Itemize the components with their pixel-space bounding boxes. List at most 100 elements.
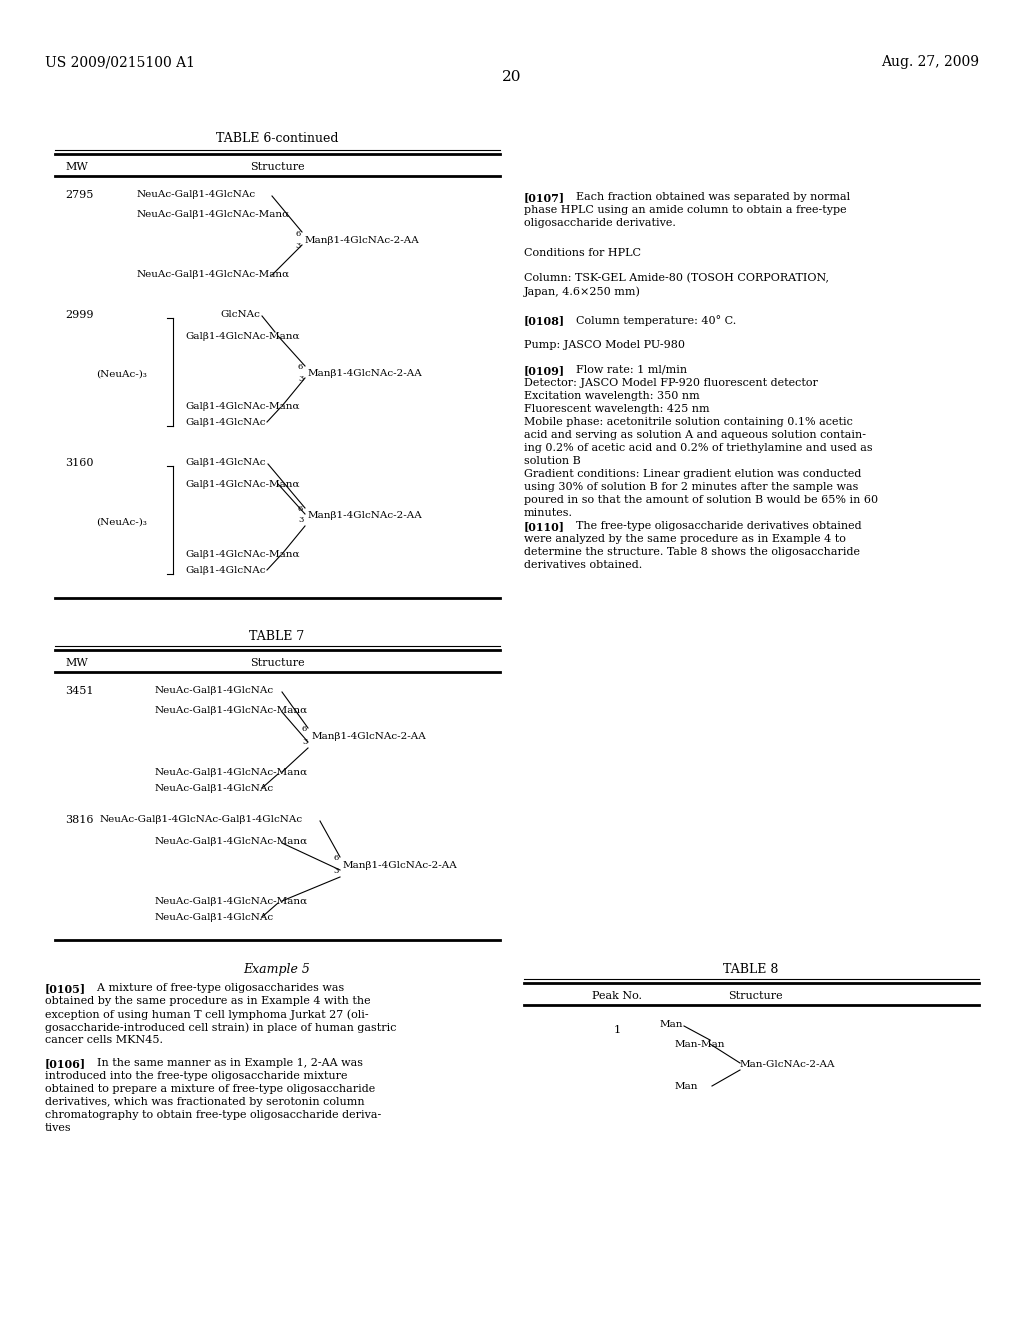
- Text: [0109]: [0109]: [524, 366, 565, 376]
- Text: 6: 6: [298, 506, 303, 513]
- Text: 6: 6: [295, 230, 300, 238]
- Text: NeuAc-Galβ1-4GlcNAc: NeuAc-Galβ1-4GlcNAc: [155, 686, 274, 696]
- Text: MW: MW: [65, 657, 88, 668]
- Text: Manβ1-4GlcNAc-2-AA: Manβ1-4GlcNAc-2-AA: [308, 370, 423, 378]
- Text: TABLE 8: TABLE 8: [723, 964, 778, 975]
- Text: Man-Man: Man-Man: [675, 1040, 725, 1049]
- Text: 1: 1: [613, 1026, 621, 1035]
- Text: solution B: solution B: [524, 455, 581, 466]
- Text: TABLE 7: TABLE 7: [250, 630, 304, 643]
- Text: MW: MW: [65, 162, 88, 172]
- Text: Galβ1-4GlcNAc-Manα: Galβ1-4GlcNAc-Manα: [185, 333, 299, 341]
- Text: phase HPLC using an amide column to obtain a free-type: phase HPLC using an amide column to obta…: [524, 205, 847, 215]
- Text: 3: 3: [302, 738, 307, 746]
- Text: obtained by the same procedure as in Example 4 with the: obtained by the same procedure as in Exa…: [45, 997, 371, 1006]
- Text: tives: tives: [45, 1123, 72, 1133]
- Text: NeuAc-Galβ1-4GlcNAc-Manα: NeuAc-Galβ1-4GlcNAc-Manα: [155, 706, 308, 715]
- Text: derivatives obtained.: derivatives obtained.: [524, 560, 642, 570]
- Text: (NeuAc-)₃: (NeuAc-)₃: [96, 370, 146, 379]
- Text: oligosaccharide derivative.: oligosaccharide derivative.: [524, 218, 676, 228]
- Text: Column: TSK-GEL Amide-80 (TOSOH CORPORATION,: Column: TSK-GEL Amide-80 (TOSOH CORPORAT…: [524, 273, 829, 284]
- Text: NeuAc-Galβ1-4GlcNAc: NeuAc-Galβ1-4GlcNAc: [155, 913, 274, 921]
- Text: [0110]: [0110]: [524, 521, 565, 532]
- Text: NeuAc-Galβ1-4GlcNAc-Manα: NeuAc-Galβ1-4GlcNAc-Manα: [137, 210, 290, 219]
- Text: 3: 3: [333, 867, 338, 875]
- Text: 6: 6: [302, 725, 307, 733]
- Text: [0108]: [0108]: [524, 315, 565, 326]
- Text: using 30% of solution B for 2 minutes after the sample was: using 30% of solution B for 2 minutes af…: [524, 482, 858, 492]
- Text: 3816: 3816: [65, 814, 93, 825]
- Text: Column temperature: 40° C.: Column temperature: 40° C.: [569, 315, 736, 326]
- Text: Aug. 27, 2009: Aug. 27, 2009: [881, 55, 979, 69]
- Text: Galβ1-4GlcNAc: Galβ1-4GlcNAc: [185, 458, 265, 467]
- Text: Galβ1-4GlcNAc-Manα: Galβ1-4GlcNAc-Manα: [185, 480, 299, 488]
- Text: acid and serving as solution A and aqueous solution contain-: acid and serving as solution A and aqueo…: [524, 430, 866, 440]
- Text: Structure: Structure: [250, 657, 304, 668]
- Text: NeuAc-Galβ1-4GlcNAc-Manα: NeuAc-Galβ1-4GlcNAc-Manα: [137, 271, 290, 279]
- Text: exception of using human T cell lymphoma Jurkat 27 (oli-: exception of using human T cell lymphoma…: [45, 1008, 369, 1019]
- Text: determine the structure. Table 8 shows the oligosaccharide: determine the structure. Table 8 shows t…: [524, 546, 860, 557]
- Text: NeuAc-Galβ1-4GlcNAc: NeuAc-Galβ1-4GlcNAc: [137, 190, 256, 199]
- Text: Gradient conditions: Linear gradient elution was conducted: Gradient conditions: Linear gradient elu…: [524, 469, 861, 479]
- Text: [0107]: [0107]: [524, 191, 565, 203]
- Text: [0106]: [0106]: [45, 1059, 86, 1069]
- Text: Detector: JASCO Model FP-920 fluorescent detector: Detector: JASCO Model FP-920 fluorescent…: [524, 378, 818, 388]
- Text: 3: 3: [295, 242, 300, 249]
- Text: In the same manner as in Example 1, 2-AA was: In the same manner as in Example 1, 2-AA…: [90, 1059, 362, 1068]
- Text: Man-GlcNAc-2-AA: Man-GlcNAc-2-AA: [740, 1060, 836, 1069]
- Text: Example 5: Example 5: [244, 964, 310, 975]
- Text: Structure: Structure: [250, 162, 304, 172]
- Text: Mobile phase: acetonitrile solution containing 0.1% acetic: Mobile phase: acetonitrile solution cont…: [524, 417, 853, 426]
- Text: (NeuAc-)₃: (NeuAc-)₃: [96, 517, 146, 527]
- Text: Manβ1-4GlcNAc-2-AA: Manβ1-4GlcNAc-2-AA: [312, 733, 427, 741]
- Text: TABLE 6-continued: TABLE 6-continued: [216, 132, 338, 145]
- Text: 3160: 3160: [65, 458, 93, 469]
- Text: Flow rate: 1 ml/min: Flow rate: 1 ml/min: [569, 366, 687, 375]
- Text: ing 0.2% of acetic acid and 0.2% of triethylamine and used as: ing 0.2% of acetic acid and 0.2% of trie…: [524, 444, 872, 453]
- Text: Manβ1-4GlcNAc-2-AA: Manβ1-4GlcNAc-2-AA: [343, 861, 458, 870]
- Text: GlcNAc: GlcNAc: [220, 310, 260, 319]
- Text: Japan, 4.6×250 mm): Japan, 4.6×250 mm): [524, 286, 641, 297]
- Text: [0105]: [0105]: [45, 983, 86, 994]
- Text: NeuAc-Galβ1-4GlcNAc: NeuAc-Galβ1-4GlcNAc: [155, 784, 274, 793]
- Text: US 2009/0215100 A1: US 2009/0215100 A1: [45, 55, 195, 69]
- Text: Man: Man: [675, 1082, 698, 1092]
- Text: Manβ1-4GlcNAc-2-AA: Manβ1-4GlcNAc-2-AA: [305, 236, 420, 246]
- Text: A mixture of free-type oligosaccharides was: A mixture of free-type oligosaccharides …: [90, 983, 344, 993]
- Text: 20: 20: [502, 70, 522, 84]
- Text: 6: 6: [298, 363, 303, 371]
- Text: cancer cells MKN45.: cancer cells MKN45.: [45, 1035, 163, 1045]
- Text: chromatography to obtain free-type oligosaccharide deriva-: chromatography to obtain free-type oligo…: [45, 1110, 381, 1119]
- Text: derivatives, which was fractionated by serotonin column: derivatives, which was fractionated by s…: [45, 1097, 365, 1107]
- Text: introduced into the free-type oligosaccharide mixture: introduced into the free-type oligosacch…: [45, 1071, 347, 1081]
- Text: Each fraction obtained was separated by normal: Each fraction obtained was separated by …: [569, 191, 850, 202]
- Text: NeuAc-Galβ1-4GlcNAc-Manα: NeuAc-Galβ1-4GlcNAc-Manα: [155, 768, 308, 777]
- Text: The free-type oligosaccharide derivatives obtained: The free-type oligosaccharide derivative…: [569, 521, 861, 531]
- Text: 6: 6: [333, 854, 338, 862]
- Text: poured in so that the amount of solution B would be 65% in 60: poured in so that the amount of solution…: [524, 495, 879, 506]
- Text: Manβ1-4GlcNAc-2-AA: Manβ1-4GlcNAc-2-AA: [308, 511, 423, 520]
- Text: Galβ1-4GlcNAc-Manα: Galβ1-4GlcNAc-Manα: [185, 403, 299, 411]
- Text: obtained to prepare a mixture of free-type oligosaccharide: obtained to prepare a mixture of free-ty…: [45, 1084, 375, 1094]
- Text: Fluorescent wavelength: 425 nm: Fluorescent wavelength: 425 nm: [524, 404, 710, 414]
- Text: NeuAc-Galβ1-4GlcNAc-Manα: NeuAc-Galβ1-4GlcNAc-Manα: [155, 898, 308, 906]
- Text: 2795: 2795: [65, 190, 93, 201]
- Text: gosaccharide-introduced cell strain) in place of human gastric: gosaccharide-introduced cell strain) in …: [45, 1022, 396, 1032]
- Text: 3: 3: [298, 375, 303, 383]
- Text: Conditions for HPLC: Conditions for HPLC: [524, 248, 641, 257]
- Text: Galβ1-4GlcNAc: Galβ1-4GlcNAc: [185, 566, 265, 576]
- Text: Structure: Structure: [728, 991, 782, 1001]
- Text: Man: Man: [660, 1020, 683, 1030]
- Text: Galβ1-4GlcNAc: Galβ1-4GlcNAc: [185, 418, 265, 426]
- Text: NeuAc-Galβ1-4GlcNAc-Galβ1-4GlcNAc: NeuAc-Galβ1-4GlcNAc-Galβ1-4GlcNAc: [100, 814, 303, 824]
- Text: Pump: JASCO Model PU-980: Pump: JASCO Model PU-980: [524, 341, 685, 350]
- Text: minutes.: minutes.: [524, 508, 573, 517]
- Text: 2999: 2999: [65, 310, 93, 319]
- Text: 3: 3: [298, 516, 303, 524]
- Text: were analyzed by the same procedure as in Example 4 to: were analyzed by the same procedure as i…: [524, 535, 846, 544]
- Text: Peak No.: Peak No.: [592, 991, 642, 1001]
- Text: NeuAc-Galβ1-4GlcNAc-Manα: NeuAc-Galβ1-4GlcNAc-Manα: [155, 837, 308, 846]
- Text: Galβ1-4GlcNAc-Manα: Galβ1-4GlcNAc-Manα: [185, 550, 299, 558]
- Text: Excitation wavelength: 350 nm: Excitation wavelength: 350 nm: [524, 391, 699, 401]
- Text: 3451: 3451: [65, 686, 93, 696]
